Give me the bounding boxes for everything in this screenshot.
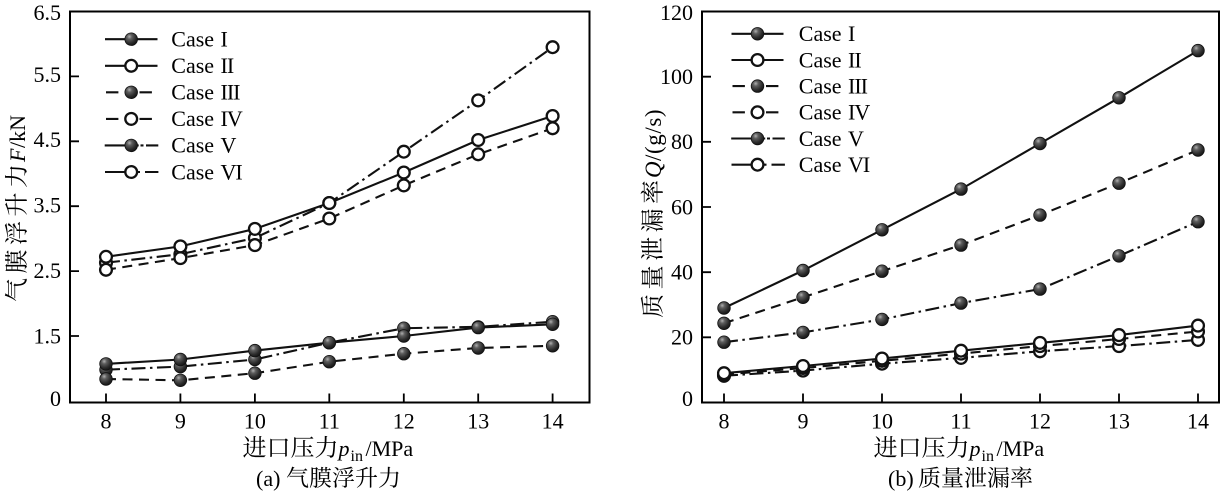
svg-text:(a): (a)	[256, 466, 280, 491]
svg-text:100: 100	[660, 64, 693, 89]
svg-text:Q: Q	[641, 161, 666, 178]
svg-text:13: 13	[467, 409, 489, 434]
svg-text:Case: Case	[799, 152, 842, 177]
svg-text:12: 12	[393, 409, 415, 434]
svg-text:II: II	[221, 53, 234, 78]
svg-text:Case: Case	[171, 133, 214, 158]
svg-text:IV: IV	[848, 100, 870, 125]
svg-text:in: in	[982, 448, 994, 465]
svg-text:Case: Case	[171, 27, 214, 52]
svg-text:F: F	[5, 148, 30, 163]
svg-text:Case: Case	[171, 106, 214, 131]
svg-text:8: 8	[719, 409, 730, 434]
svg-text:/MPa: /MPa	[997, 436, 1045, 461]
svg-text:13: 13	[1108, 409, 1130, 434]
svg-text:2.5: 2.5	[34, 258, 62, 283]
svg-text:9: 9	[798, 409, 809, 434]
svg-text:Case: Case	[799, 47, 842, 72]
svg-text:5.5: 5.5	[34, 62, 62, 87]
svg-text:0: 0	[682, 386, 693, 411]
svg-text:IV: IV	[221, 106, 243, 131]
svg-text:3.5: 3.5	[34, 192, 62, 217]
svg-text:6.5: 6.5	[34, 0, 62, 25]
svg-text:III: III	[221, 80, 241, 105]
svg-text:Case: Case	[171, 159, 214, 184]
svg-text:20: 20	[671, 325, 693, 350]
svg-text:10: 10	[871, 409, 893, 434]
svg-text:12: 12	[1029, 409, 1051, 434]
svg-text:Case: Case	[799, 100, 842, 125]
svg-text:III: III	[848, 73, 868, 98]
svg-text:/kN: /kN	[5, 115, 30, 148]
svg-text:1.5: 1.5	[34, 323, 62, 348]
svg-text:p: p	[968, 436, 981, 461]
svg-text:40: 40	[671, 260, 693, 285]
svg-text:11: 11	[950, 409, 971, 434]
svg-text:V: V	[848, 126, 864, 151]
svg-text:10: 10	[244, 409, 266, 434]
svg-text:14: 14	[1187, 409, 1209, 434]
svg-text:Case: Case	[171, 80, 214, 105]
svg-text:Case: Case	[799, 126, 842, 151]
svg-text:in: in	[351, 448, 363, 465]
svg-text:Case: Case	[799, 73, 842, 98]
svg-text:9: 9	[175, 409, 186, 434]
svg-text:4.5: 4.5	[34, 127, 62, 152]
svg-text:120: 120	[660, 0, 693, 25]
svg-text:I: I	[848, 21, 855, 46]
svg-text:I: I	[221, 27, 228, 52]
svg-text:(b): (b)	[888, 466, 914, 491]
svg-text:0: 0	[50, 386, 61, 411]
svg-text:VI: VI	[848, 152, 870, 177]
svg-text:80: 80	[671, 129, 693, 154]
svg-text:p: p	[337, 436, 350, 461]
svg-text:II: II	[848, 47, 861, 72]
svg-text:14: 14	[542, 409, 564, 434]
svg-text:Case: Case	[799, 21, 842, 46]
svg-text:8: 8	[101, 409, 112, 434]
svg-text:Case: Case	[171, 53, 214, 78]
svg-text:/MPa: /MPa	[366, 436, 414, 461]
svg-text:V: V	[221, 133, 237, 158]
svg-text:/(g/s): /(g/s)	[641, 109, 666, 161]
svg-text:11: 11	[319, 409, 340, 434]
svg-text:60: 60	[671, 194, 693, 219]
svg-text:VI: VI	[221, 159, 243, 184]
